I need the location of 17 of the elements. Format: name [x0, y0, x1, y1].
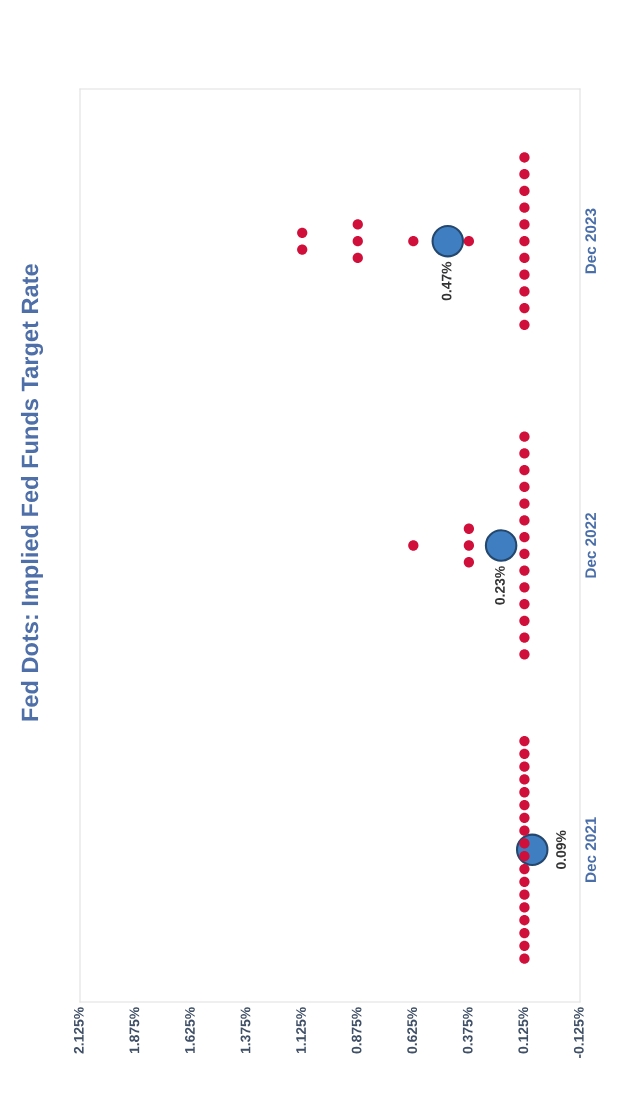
- data-label: 0.47%: [441, 261, 452, 301]
- x-tick-label: 1.875%: [129, 1007, 140, 1054]
- x-tick-label: 2.125%: [73, 1007, 84, 1054]
- text: Fed Dots: Implied Fed Funds Target Rate: [20, 264, 44, 721]
- x-tick-label: 0.375%: [462, 1007, 473, 1054]
- data-label: 0.09%: [556, 830, 566, 869]
- y-tick-label: Dec 2022: [585, 512, 597, 578]
- x-tick-label: 0.125%: [518, 1007, 529, 1054]
- x-tick-label: 1.625%: [185, 1007, 195, 1054]
- y-tick-label: Dec 2021: [585, 817, 597, 882]
- x-tick-label: -0.125%: [573, 1007, 584, 1059]
- data-label: 0.23%: [495, 566, 505, 605]
- x-tick-label: 0.875%: [351, 1007, 362, 1054]
- x-tick-label: 0.625%: [407, 1007, 418, 1054]
- x-tick-label: 1.125%: [296, 1007, 306, 1054]
- x-tick-label: 1.375%: [240, 1007, 251, 1054]
- y-tick-label: Dec 2023: [585, 208, 597, 274]
